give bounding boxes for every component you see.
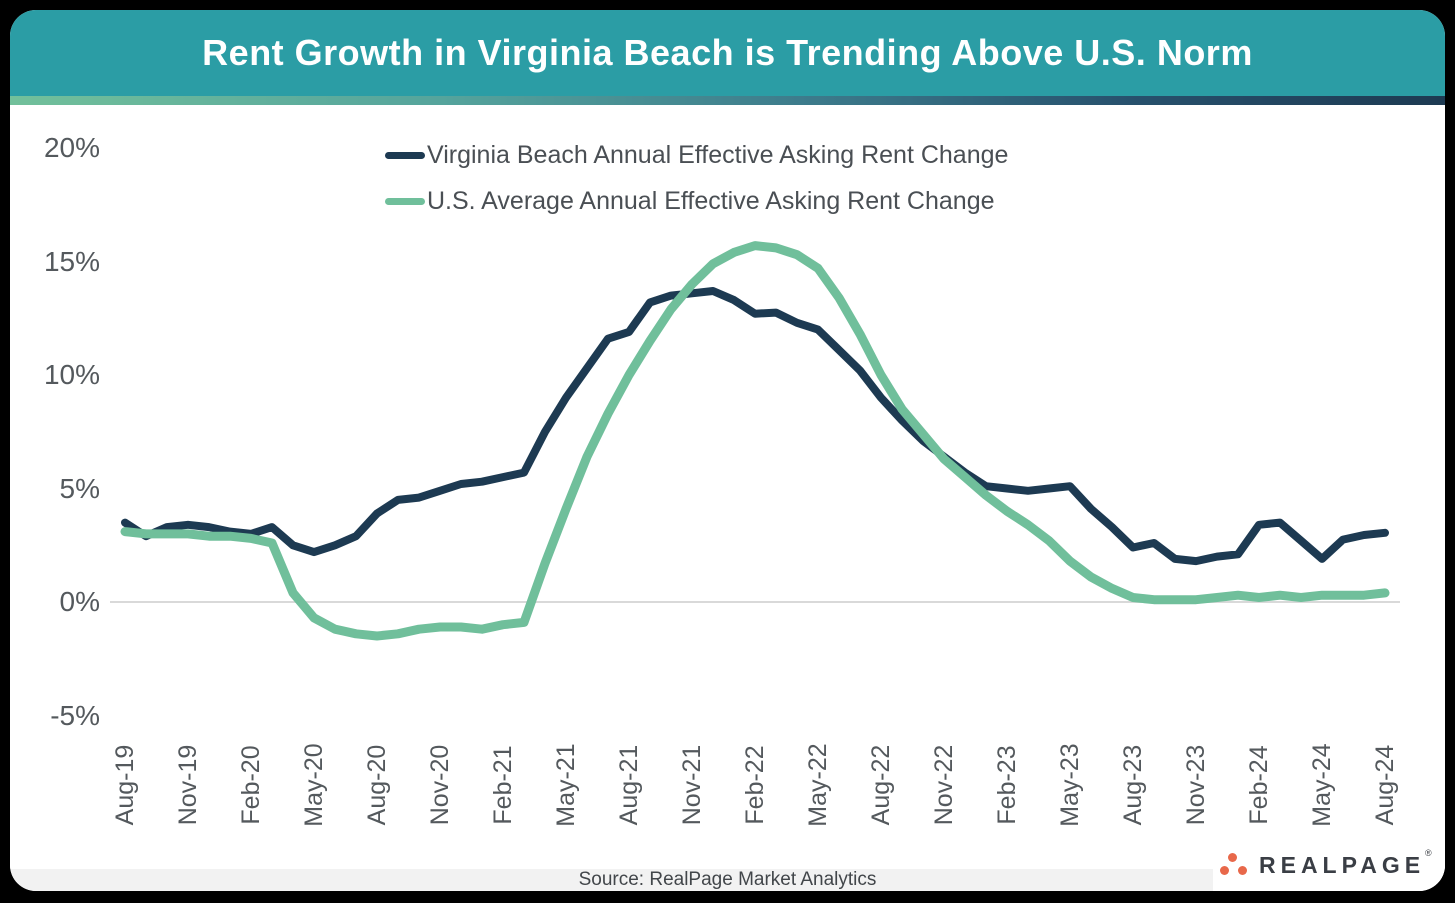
x-tick-label: Nov-20 [426, 744, 454, 826]
legend-swatch-navy-line [385, 151, 425, 159]
legend-item-virginia-beach: Virginia Beach Annual Effective Asking R… [385, 140, 1008, 170]
x-tick-label: May-24 [1308, 743, 1336, 827]
source-bar: Source: RealPage Market Analytics [10, 869, 1445, 891]
header-accent-gradient [10, 96, 1445, 105]
legend-label-us-average: U.S. Average Annual Effective Asking Ren… [427, 186, 995, 215]
legend-item-us-average: U.S. Average Annual Effective Asking Ren… [385, 186, 1008, 216]
legend-label-virginia-beach: Virginia Beach Annual Effective Asking R… [427, 140, 1009, 169]
chart-card: Rent Growth in Virginia Beach is Trendin… [10, 10, 1445, 891]
series-line-us-average [120, 241, 1390, 641]
x-tick-label: Aug-19 [111, 744, 139, 826]
header-banner: Rent Growth in Virginia Beach is Trendin… [10, 10, 1445, 96]
logo-wordmark: REALPAGE [1259, 852, 1426, 878]
x-tick-label: Feb-23 [993, 745, 1021, 825]
x-tick-label: Aug-24 [1371, 744, 1399, 826]
y-tick-label: 10% [43, 359, 100, 390]
x-tick-label: May-22 [804, 743, 832, 827]
x-tick-label: Nov-23 [1182, 744, 1210, 826]
logo-dot-icon [1220, 866, 1229, 875]
line-chart [110, 241, 1400, 641]
x-tick-label: May-21 [552, 743, 580, 827]
x-tick-label: Nov-22 [930, 744, 958, 826]
logo-dot-icon [1238, 866, 1247, 875]
legend-swatch-green-line [385, 197, 425, 205]
x-tick-label: Nov-19 [174, 744, 202, 826]
y-tick-label: 0% [59, 586, 100, 617]
chart-title: Rent Growth in Virginia Beach is Trendin… [202, 32, 1253, 73]
y-tick-label: 5% [59, 472, 100, 504]
realpage-logo: REALPAGE ® [1213, 838, 1445, 891]
y-tick-label: 20% [43, 132, 100, 163]
x-tick-label: Feb-24 [1245, 745, 1273, 825]
x-tick-label: Feb-22 [741, 745, 769, 825]
x-tick-label: Aug-22 [867, 744, 895, 826]
y-tick-label: 15% [43, 245, 100, 277]
y-tick-label: -5% [50, 699, 100, 731]
legend: Virginia Beach Annual Effective Asking R… [385, 140, 1008, 232]
source-text: Source: RealPage Market Analytics [578, 869, 877, 890]
x-tick-label: Feb-20 [237, 745, 265, 825]
x-tick-label: Aug-20 [363, 744, 391, 826]
chart-area: 20% 15% 10% 5% 0% -5% Aug-19 Nov-19 Feb-20 May-2… [10, 105, 1445, 869]
x-tick-label: Nov-21 [678, 744, 706, 826]
x-tick-label: Aug-21 [615, 744, 643, 826]
series-line-virginia-beach [121, 287, 1389, 566]
x-tick-label: May-20 [300, 743, 328, 827]
logo-dot-icon [1228, 853, 1237, 862]
logo-trademark-icon: ® [1425, 848, 1432, 858]
x-tick-label: Feb-21 [489, 745, 517, 825]
x-tick-label: May-23 [1056, 743, 1084, 827]
x-tick-label: Aug-23 [1119, 744, 1147, 826]
